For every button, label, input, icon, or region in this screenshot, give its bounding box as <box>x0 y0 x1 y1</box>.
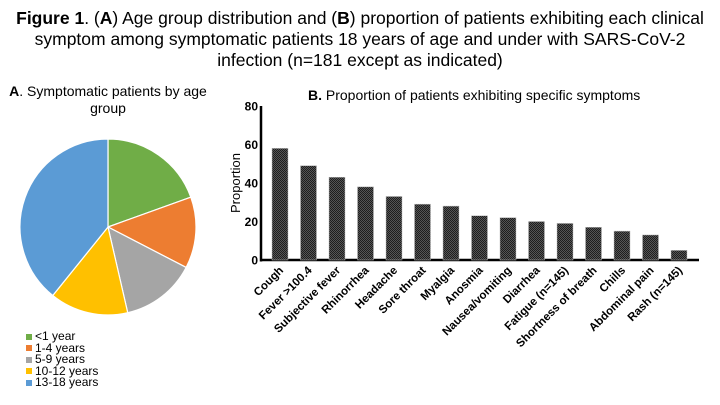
figure-label: Figure 1 <box>16 8 85 28</box>
pie-legend: <1 year 1-4 years 5-9 years 10-12 years 13-1… <box>26 329 99 389</box>
bar <box>271 148 289 261</box>
bar <box>471 215 488 261</box>
pie-slice-13-18-years <box>19 138 109 297</box>
pie-slice-1-4-years <box>106 196 197 269</box>
y-tick-label: 40 <box>245 177 259 191</box>
y-tick-label: 0 <box>251 254 258 268</box>
legend-label: 1-4 years <box>35 340 86 355</box>
y-tick-label: 60 <box>245 138 259 152</box>
y-tick-label: 20 <box>245 215 259 229</box>
legend-swatch <box>26 345 32 352</box>
legend-item: 5-9 years <box>26 352 98 366</box>
bar <box>442 205 460 261</box>
bar <box>414 203 431 261</box>
figure-caption: Figure 1. (A) Age group distribution and… <box>16 8 704 70</box>
bar <box>670 250 688 261</box>
y-axis-label: Proportion <box>228 153 243 213</box>
legend-label: 13-18 years <box>35 375 99 389</box>
pie-slice--1-year <box>107 138 192 228</box>
bar <box>357 186 374 261</box>
legend-item: 10-12 years <box>26 363 99 378</box>
y-tick-label: 80 <box>245 100 259 114</box>
pie-chart <box>19 138 197 316</box>
legend-item: 1-4 years <box>26 340 98 355</box>
legend-swatch <box>26 356 32 363</box>
bar <box>613 230 631 261</box>
legend-swatch <box>26 368 32 375</box>
bar <box>328 176 346 261</box>
legend-item: 13-18 years <box>26 375 99 389</box>
bar <box>585 227 602 261</box>
legend-label: 10-12 years <box>35 363 99 378</box>
bar <box>300 165 317 261</box>
legend-item: <1 year <box>26 329 98 343</box>
legend-swatch <box>26 333 32 340</box>
bar-chart-title: B. Proportion of patients exhibiting spe… <box>308 87 641 103</box>
bar <box>385 196 403 261</box>
bar <box>556 223 574 261</box>
legend-label: 5-9 years <box>35 352 86 366</box>
pie-slice-10-12-years <box>51 225 129 316</box>
pie-slice-5-9-years <box>107 225 187 314</box>
bar <box>642 234 659 261</box>
bar <box>528 221 545 261</box>
pie-chart-title: A. Symptomatic patients by age group <box>9 83 207 116</box>
legend-label: <1 year <box>35 329 76 343</box>
bar <box>499 217 517 261</box>
legend-swatch <box>26 379 32 386</box>
